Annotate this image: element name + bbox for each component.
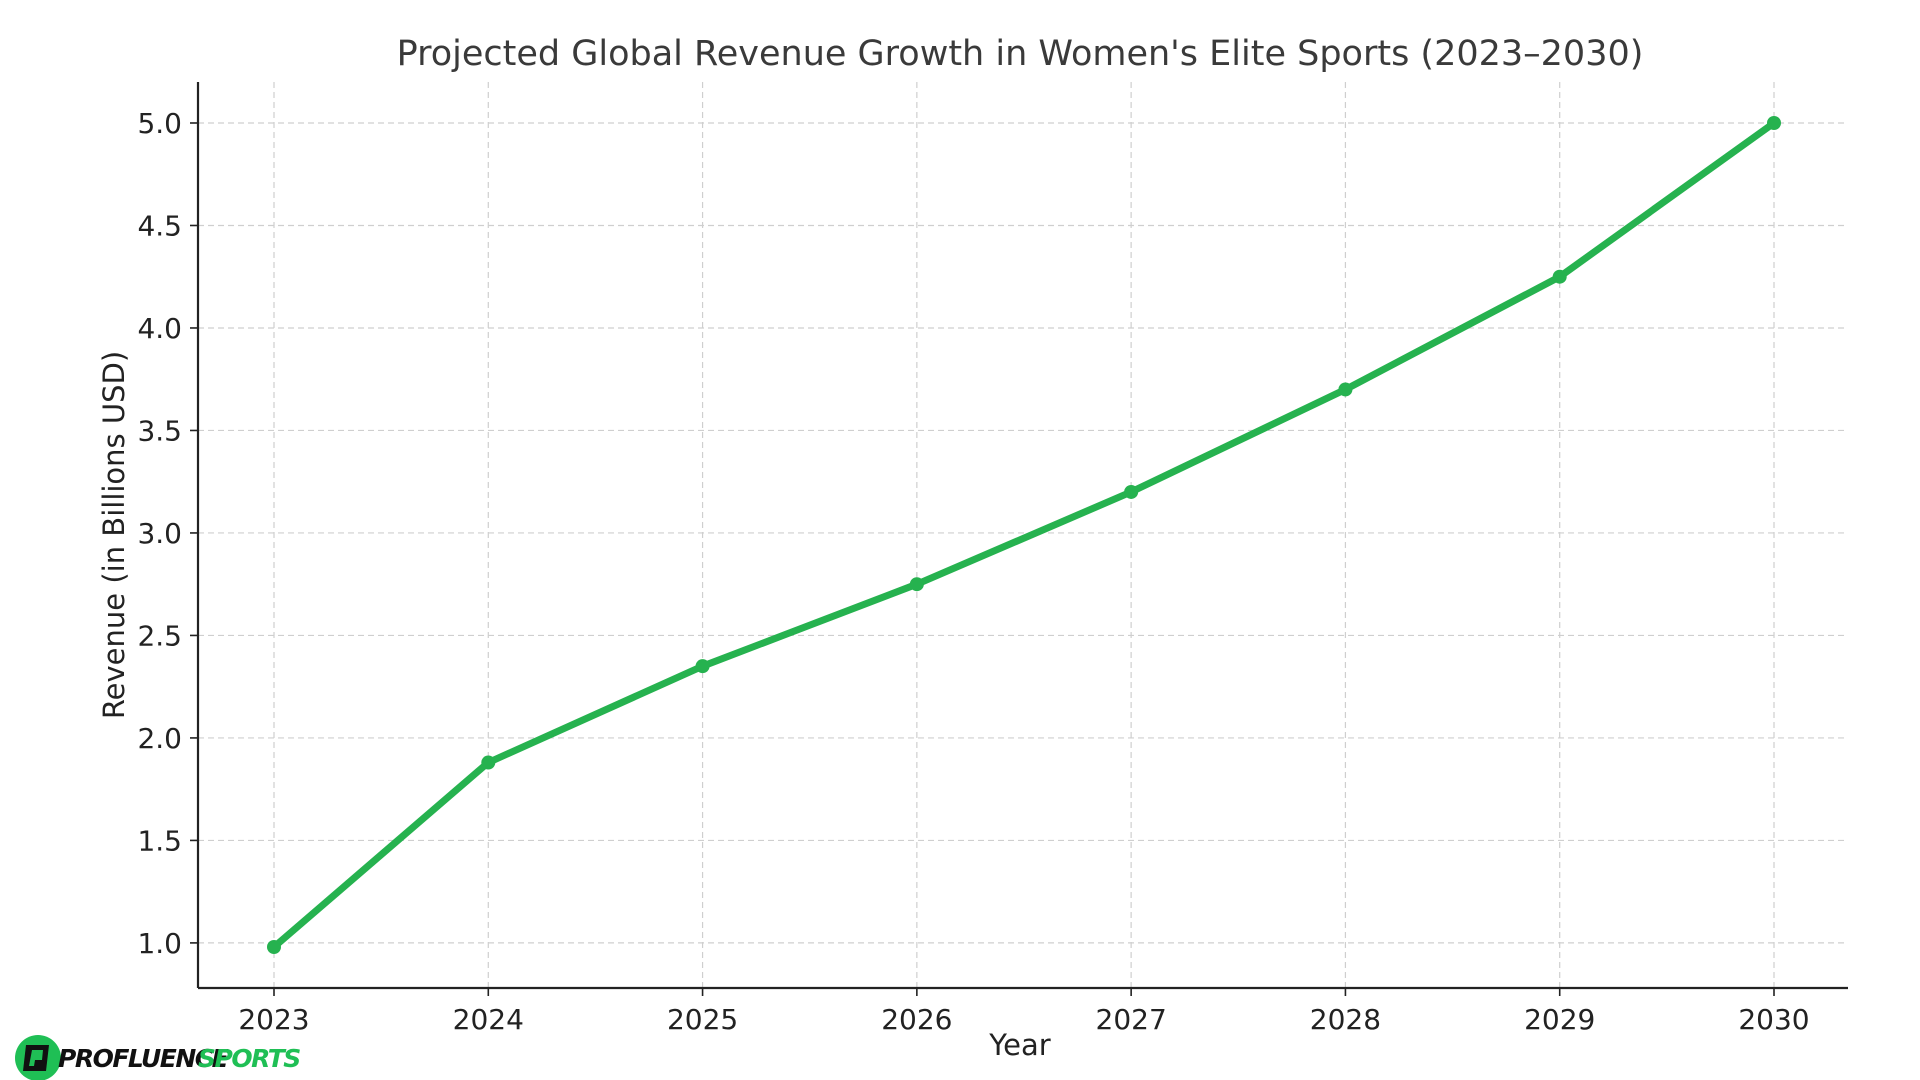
data-point — [267, 940, 281, 955]
y-tick-label: 5.0 — [137, 107, 182, 140]
profluence-logo-icon — [15, 1035, 61, 1080]
chart-title: Projected Global Revenue Growth in Women… — [397, 34, 1644, 74]
y-tick-label: 4.5 — [137, 209, 182, 242]
x-tick-label: 2024 — [453, 1003, 524, 1036]
series-revenue — [267, 115, 1781, 955]
logo-text-primary: PROFLUENCE — [58, 1044, 229, 1073]
x-tick-label: 2027 — [1096, 1003, 1167, 1036]
x-tick-label: 2025 — [667, 1003, 738, 1036]
y-tick-label: 1.5 — [137, 824, 182, 857]
profluence-sports-logo: PROFLUENCE SPORTS — [15, 1035, 302, 1080]
x-tick-label: 2023 — [238, 1003, 309, 1036]
y-axis-title: Revenue (in Billions USD) — [97, 351, 131, 719]
axes — [196, 82, 1848, 990]
data-point — [1552, 269, 1567, 284]
y-tick-label: 3.5 — [137, 414, 182, 447]
x-tick-label: 2029 — [1524, 1003, 1595, 1036]
data-point — [1124, 484, 1139, 499]
data-point — [1338, 382, 1353, 397]
y-axis-ticks: 1.0 1.5 2.0 2.5 3.0 3.5 4.0 4.5 5.0 — [137, 107, 198, 960]
y-tick-label: 3.0 — [137, 517, 182, 550]
x-axis-ticks: 2023 2024 2025 2026 2027 2028 2029 2030 — [238, 988, 1810, 1036]
data-point — [695, 659, 710, 674]
x-axis-title: Year — [988, 1028, 1050, 1062]
data-point — [1767, 115, 1781, 130]
series-line-revenue — [270, 119, 1778, 951]
y-tick-label: 2.0 — [137, 722, 182, 755]
y-tick-label: 2.5 — [137, 619, 182, 652]
y-tick-label: 4.0 — [137, 312, 182, 345]
logo-text-secondary: SPORTS — [198, 1044, 300, 1073]
x-tick-label: 2026 — [881, 1003, 952, 1036]
x-tick-label: 2030 — [1738, 1003, 1809, 1036]
grid — [198, 82, 1848, 988]
y-tick-label: 1.0 — [137, 927, 182, 960]
data-point — [481, 755, 496, 770]
x-tick-label: 2028 — [1310, 1003, 1381, 1036]
data-point — [909, 577, 924, 592]
